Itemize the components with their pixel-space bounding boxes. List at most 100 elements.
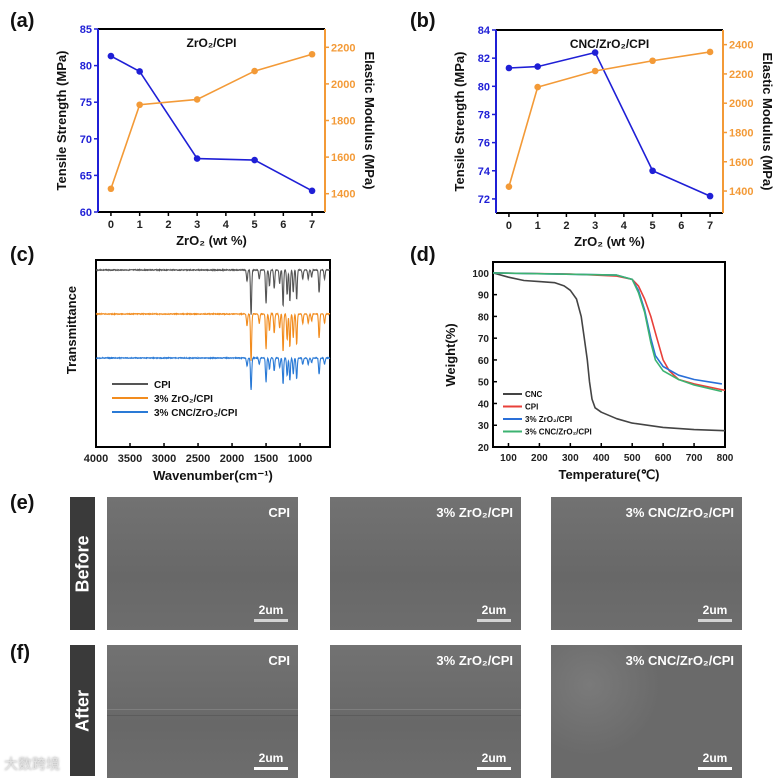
watermark-logo: 大数跨境 [4,756,60,772]
x-tick-label: 2500 [186,453,210,465]
sem-sample-label: 3% ZrO₂/CPI [436,505,513,520]
data-point [136,68,143,75]
x-tick-label: 2 [563,220,569,232]
tga-curve [492,272,723,393]
data-point [505,64,513,72]
sem-image-after-cnc-zro2-cpi: 3% CNC/ZrO₂/CPI 2um [551,645,742,778]
y-tick-label: 70 [478,334,490,345]
data-point [107,52,115,60]
data-point [107,185,115,193]
panel-label-e: (e) [10,492,35,514]
sem-sample-label: 3% CNC/ZrO₂/CPI [625,653,734,668]
sem-image-before-cnc-zro2-cpi: 3% CNC/ZrO₂/CPI 2um [551,497,742,630]
x-tick-label: 100 [500,453,517,464]
plot-frame [95,259,331,448]
y-tick-label: 74 [478,166,491,178]
y-tick-label: 76 [478,138,490,150]
data-point [649,57,656,65]
scale-bar-label: 2um [481,603,507,617]
legend-label: CNC [525,390,543,399]
x-tick-label: 2 [165,219,171,231]
row-tag-before: Before [70,497,95,630]
x-tick-label: 5 [650,220,656,232]
y2-axis-label: Elastic Modulus (MPa) [760,53,775,191]
x-tick-label: 6 [280,219,286,231]
tga-curve [492,272,726,432]
x-tick-label: 3 [194,219,200,231]
sem-image-before-zro2-cpi: 3% ZrO₂/CPI 2um [330,497,521,630]
legend-label: CPI [525,403,538,412]
y-tick-label: 78 [478,109,490,121]
y2-tick-label: 2200 [331,42,355,54]
x-tick-label: 500 [624,453,641,464]
x-tick-label: 400 [593,453,610,464]
y2-tick-label: 1800 [331,116,355,128]
scale-bar-label: 2um [258,751,284,765]
row-tag-after: After [70,645,95,776]
sem-sample-label: 3% ZrO₂/CPI [436,653,513,668]
x-tick-label: 200 [531,453,548,464]
data-point [505,183,513,190]
sem-sample-label: CPI [268,505,290,520]
series-line-tensile-strength [508,51,711,197]
y-tick-label: 84 [478,25,491,37]
data-point [649,167,656,175]
series-line-elastic-modulus [508,51,711,187]
charts-figure: 0 1 2 3 4 5 6 760657075808514001600180020002200… [54,24,775,483]
data-point [534,63,541,70]
data-point [308,50,316,58]
sem-sample-label: 3% CNC/ZrO₂/CPI [625,505,734,520]
x-tick-label: 1500 [254,453,278,465]
data-point [591,49,599,56]
data-point [136,101,143,109]
y-tick-label: 50 [478,378,490,389]
y-axis-label: Transmittance [64,286,79,374]
x-tick-label: 2000 [220,453,244,465]
legend-label: 3% ZrO₂/CPI [525,415,572,424]
legend-label: 3% ZrO₂/CPI [154,394,213,405]
plot-frame [492,261,726,448]
x-tick-label: 3 [592,220,598,232]
y-tick-label: 60 [80,207,92,219]
x-tick-label: 7 [309,219,315,231]
x-axis-label: ZrO₂ (wt %) [176,233,247,248]
x-axis-label: Temperature(℃) [558,467,659,482]
sem-image-after-cpi: CPI 2um [107,645,298,778]
scratch-line [107,709,298,716]
chart-title: CNC/ZrO₂/CPI [570,37,649,51]
y-tick-label: 80 [478,81,490,93]
scale-bar-label: 2um [481,751,507,765]
x-tick-label: 3500 [118,453,142,465]
x-tick-label: 4 [223,219,230,231]
y-tick-label: 30 [478,421,490,432]
panel-label-c: (c) [10,244,35,266]
legend-label: 3% CNC/ZrO₂/CPI [154,408,238,419]
panel-label-a: (a) [10,10,35,32]
panel-label-b: (b) [410,10,436,32]
x-tick-label: 1 [535,220,541,232]
panel-label-f: (f) [10,642,30,664]
row-tag-label: After [72,689,92,732]
y2-tick-label: 1800 [729,127,753,139]
data-point [251,156,258,164]
x-tick-label: 7 [707,220,713,232]
x-axis-label: ZrO₂ (wt %) [574,234,645,249]
y-tick-label: 90 [478,291,490,302]
y-tick-label: 80 [478,312,490,323]
data-point [591,67,599,75]
x-tick-label: 3000 [152,453,176,465]
x-tick-label: 1 [137,219,143,231]
y-tick-label: 40 [478,399,490,410]
sem-image-before-cpi: CPI 2um [107,497,298,630]
y2-tick-label: 2000 [729,98,753,110]
x-tick-label: 4000 [84,453,108,465]
y-axis-label: Tensile Strength (MPa) [54,51,69,191]
y-axis-label: Weight(%) [443,323,458,386]
y-tick-label: 75 [80,97,92,109]
y2-tick-label: 2200 [729,69,753,81]
y-tick-label: 70 [80,134,92,146]
scratch-line [330,709,521,716]
x-tick-label: 5 [252,219,258,231]
data-point [706,48,714,56]
data-point [193,155,201,162]
